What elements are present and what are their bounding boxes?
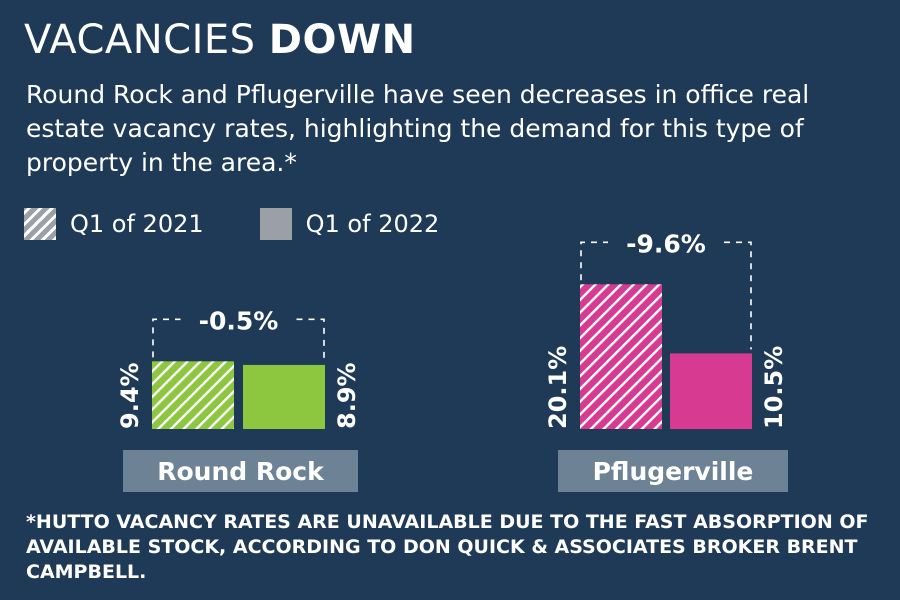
legend-label-2022: Q1 of 2022 xyxy=(305,210,440,238)
title-part-1: VACANCIES xyxy=(24,17,256,63)
category-label-box-pflugerville xyxy=(558,450,788,492)
bar-pflugerville-2022 xyxy=(670,353,752,429)
category-label-round-rock: Round Rock xyxy=(157,457,325,486)
category-label-box-round-rock xyxy=(123,450,358,492)
title-part-2: DOWN xyxy=(268,17,416,63)
change-label-round-rock: -0.5% xyxy=(199,306,279,335)
change-bracket-pflugerville xyxy=(580,241,752,350)
legend-swatch-solid xyxy=(259,208,292,240)
legend-swatch-hatched xyxy=(24,208,56,240)
bar-round-rock-2022 xyxy=(243,364,325,429)
category-label-pflugerville: Pflugerville xyxy=(593,457,754,486)
value-label-pflugerville-2021: 20.1% xyxy=(544,346,572,429)
chart-subtitle: Round Rock and Pflugerville have seen de… xyxy=(26,80,810,177)
legend-item-2022: Q1 of 2022 xyxy=(259,208,440,240)
footnote: *HUTTO VACANCY RATES ARE UNAVAILABLE DUE… xyxy=(26,511,869,583)
value-label-pflugerville-2022: 10.5% xyxy=(760,346,788,429)
value-label-round-rock-2022: 8.9% xyxy=(333,362,361,429)
change-bracket-round-rock xyxy=(152,318,325,361)
bar-round-rock-2021 xyxy=(152,361,234,429)
bar-pflugerville-2021 xyxy=(580,284,662,429)
change-label-pflugerville: -9.6% xyxy=(626,229,706,258)
legend-item-2021: Q1 of 2021 xyxy=(24,208,204,240)
legend-label-2021: Q1 of 2021 xyxy=(70,210,204,238)
chart-title: VACANCIES DOWN xyxy=(24,14,416,66)
legend: Q1 of 2021 Q1 of 2022 xyxy=(24,208,495,240)
value-label-round-rock-2021: 9.4% xyxy=(116,362,144,429)
